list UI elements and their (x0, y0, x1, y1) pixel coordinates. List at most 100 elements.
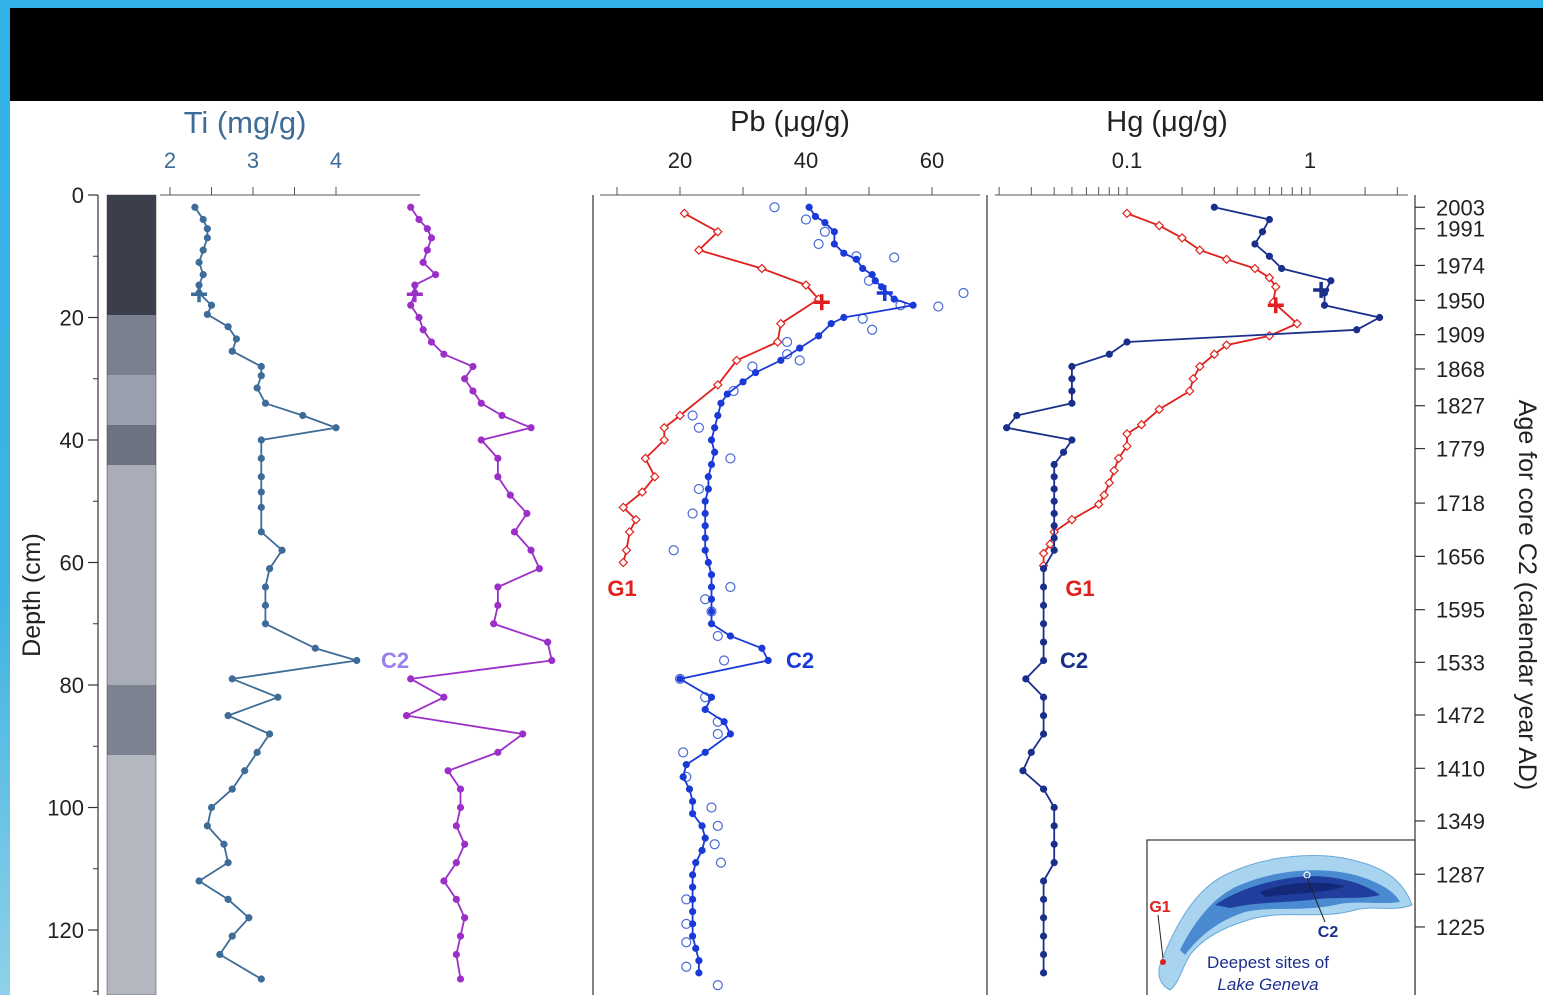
ti2-c2-series-point (456, 975, 465, 983)
hg-c2-series-point (1258, 228, 1267, 236)
pb-c2-series-point (689, 920, 697, 928)
pb-c2-open-series-point (725, 453, 736, 464)
hg-axis-label: Hg (μg/g) (1106, 106, 1227, 138)
hg-c2-series-point (1050, 509, 1058, 518)
pb-c2-series-point (676, 675, 684, 683)
ti-c2-series-point (224, 859, 232, 867)
pb-c2-series-point (707, 607, 716, 616)
pb-c2-series-point (827, 320, 835, 328)
ti2-c2-series-point (461, 375, 469, 383)
ti-c2-series-point (199, 246, 207, 254)
top-tick-label: 3 (247, 148, 259, 173)
ti2-c2-series-point (477, 399, 485, 407)
pb-c2-series-point (695, 957, 703, 965)
ti2-c2-series (402, 203, 556, 983)
ti2-c2-series-point (544, 638, 552, 646)
hg-c2-series-point (1039, 950, 1048, 959)
series-layer (191, 202, 1384, 991)
pb-c2-series-point (707, 460, 716, 469)
ti2-c2-series-point (548, 656, 556, 665)
hg-c2-series-point (1019, 767, 1027, 775)
ti-c2-series-point (353, 656, 361, 665)
hg-c2-series-point (1039, 656, 1048, 665)
hg-c2-series-point (1050, 497, 1058, 505)
ti2-c2-series-point (423, 246, 431, 254)
pb-c2-series-point (698, 846, 706, 854)
pb-c2-series-point (689, 797, 697, 805)
pb-g1-series-point (659, 422, 670, 433)
ti-c2-series-point (257, 454, 265, 462)
ti-c2-series (191, 203, 361, 983)
lake-deepest (1260, 882, 1345, 897)
ti-c2-series-point (261, 620, 270, 628)
inset-c2-label: C2 (1318, 924, 1339, 941)
pb-c2-series-point (707, 571, 716, 579)
pb-c2-series-point (852, 255, 861, 263)
hg-g1-series-point (1270, 282, 1281, 292)
hg-g1-series-point (1104, 478, 1115, 488)
top-axes: 2 3 4 20 40 60 0.1 1 (160, 148, 1408, 196)
pb-c2-series-point (704, 485, 712, 493)
ti-c2-series-point (257, 473, 265, 481)
ti-c2-series-point (245, 914, 253, 922)
hg-c2-series-point (1050, 803, 1058, 812)
ti2-c2-series-point (444, 767, 452, 775)
hg-c2-series-point (1068, 436, 1076, 444)
pb-c2-series-point (726, 632, 735, 640)
pb-c2-open-series-point (687, 410, 698, 421)
hg-c2-series-point (1039, 638, 1048, 646)
ti2-c2-series-point (452, 950, 460, 959)
ti-c2-series-point (266, 730, 274, 738)
hg-c2-series-point (1050, 473, 1058, 481)
ti-cross-marker (191, 286, 208, 303)
core-photo (106, 194, 157, 995)
ti-c2-series-point (257, 362, 265, 371)
depth-tick-label: 60 (60, 551, 84, 576)
top-tick-label: 40 (794, 148, 818, 173)
pb-g1-series-point (637, 487, 648, 497)
pb-g1-series-point (694, 245, 704, 255)
figure-panel: 0 20 40 60 80 100 120 Depth (cm) 2003 1991 1974 1… (10, 101, 1543, 995)
pb-c2-open-series-point (819, 226, 831, 237)
hg-c2-series-point (1022, 675, 1030, 683)
hg-c2-series-line (1005, 206, 1383, 973)
age-tick-label: 1718 (1436, 491, 1485, 516)
ti-c2-series-point (228, 785, 236, 793)
ti-c2-series-point (195, 877, 203, 885)
pb-c2-label: C2 (786, 648, 814, 673)
hg-c2-series-point (1050, 546, 1058, 554)
hg-c2-series-point (1039, 877, 1048, 885)
ti-c2-series-point (278, 546, 286, 554)
hg-c2-series-point (1013, 411, 1021, 420)
pb-c2-series-point (871, 277, 879, 285)
pb-c2-series-point (707, 436, 716, 444)
hg-c2-series-point (1251, 240, 1259, 248)
ti2-c2-series-point (432, 271, 440, 279)
ti-c2-series-point (261, 583, 270, 591)
hg-c2-series-point (1068, 362, 1076, 371)
pb-c2-series-point (689, 871, 697, 879)
pb-c2-series-point (704, 473, 712, 481)
pb-g1-series-point (640, 453, 651, 464)
pb-c2-open-series-point (715, 857, 727, 868)
inset-title-line1: Deepest sites of (1207, 953, 1329, 972)
pb-g1-series-point (649, 471, 660, 482)
pb-c2-series-point (830, 240, 838, 248)
pb-c2-series-point (704, 558, 712, 567)
ti2-c2-series-point (523, 509, 531, 518)
hg-g1-series-point (1184, 386, 1195, 396)
hg-g1-series-point (1221, 254, 1232, 265)
ti2-c2-series-point (469, 387, 477, 395)
age-tick-label: 1868 (1436, 357, 1485, 382)
hg-g1-series-point (1177, 233, 1187, 243)
hg-g1-series-point (1154, 220, 1165, 231)
ti2-c2-series-point (452, 859, 460, 867)
pb-g1-series-point (757, 263, 767, 274)
age-tick-label: 1656 (1436, 544, 1485, 569)
ti-c2-series-point (195, 281, 203, 289)
ti2-c2-series-point (427, 234, 436, 242)
pb-c2-series-point (701, 748, 709, 756)
ti2-c2-series-point (419, 326, 427, 334)
pb-c2-series-point (707, 583, 716, 591)
